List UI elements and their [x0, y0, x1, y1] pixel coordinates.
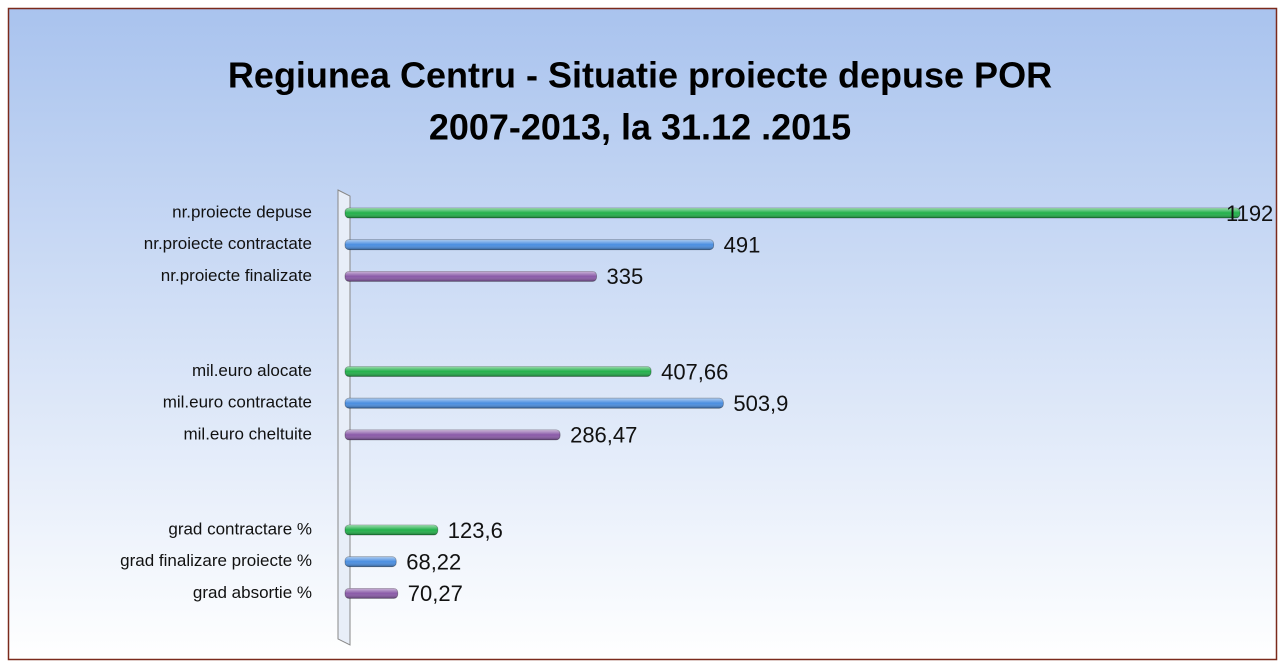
- bar-shine: [345, 556, 397, 567]
- chart-title: Regiunea Centru - Situatie proiecte depu…: [228, 55, 1052, 96]
- y-tick-label: mil.euro contractate: [163, 393, 312, 412]
- data-label: 68,22: [406, 550, 461, 575]
- y-tick-label: nr.proiecte finalizate: [161, 266, 312, 285]
- data-label: 407,66: [661, 359, 728, 384]
- y-tick-label: grad contractare %: [168, 519, 312, 538]
- bar-shine: [345, 239, 714, 250]
- data-label: 286,47: [570, 423, 637, 448]
- bar-shine: [345, 429, 561, 440]
- bar-shine: [345, 208, 1240, 218]
- y-tick-label: mil.euro cheltuite: [183, 424, 312, 443]
- bar-shine: [345, 271, 597, 282]
- bar-shine: [345, 588, 398, 599]
- data-label: 503,9: [733, 391, 788, 416]
- y-tick-label: grad absortie %: [193, 583, 312, 602]
- chart-frame: [7, 7, 1278, 661]
- bar-shine: [345, 525, 438, 535]
- data-label: 123,6: [448, 518, 503, 543]
- y-tick-label: mil.euro alocate: [192, 361, 312, 380]
- data-label: 70,27: [408, 581, 463, 606]
- axis-wall: [337, 189, 351, 646]
- data-label: 335: [607, 264, 644, 289]
- y-tick-label: grad finalizare proiecte %: [120, 551, 312, 570]
- y-tick-label: nr.proiecte contractate: [144, 234, 312, 253]
- bar-shine: [345, 398, 724, 409]
- data-label: 491: [724, 233, 761, 258]
- bar-shine: [345, 366, 652, 377]
- y-tick-label: nr.proiecte depuse: [172, 202, 312, 221]
- data-label: 1192: [1226, 201, 1273, 226]
- chart-title: 2007-2013, la 31.12 .2015: [429, 107, 851, 148]
